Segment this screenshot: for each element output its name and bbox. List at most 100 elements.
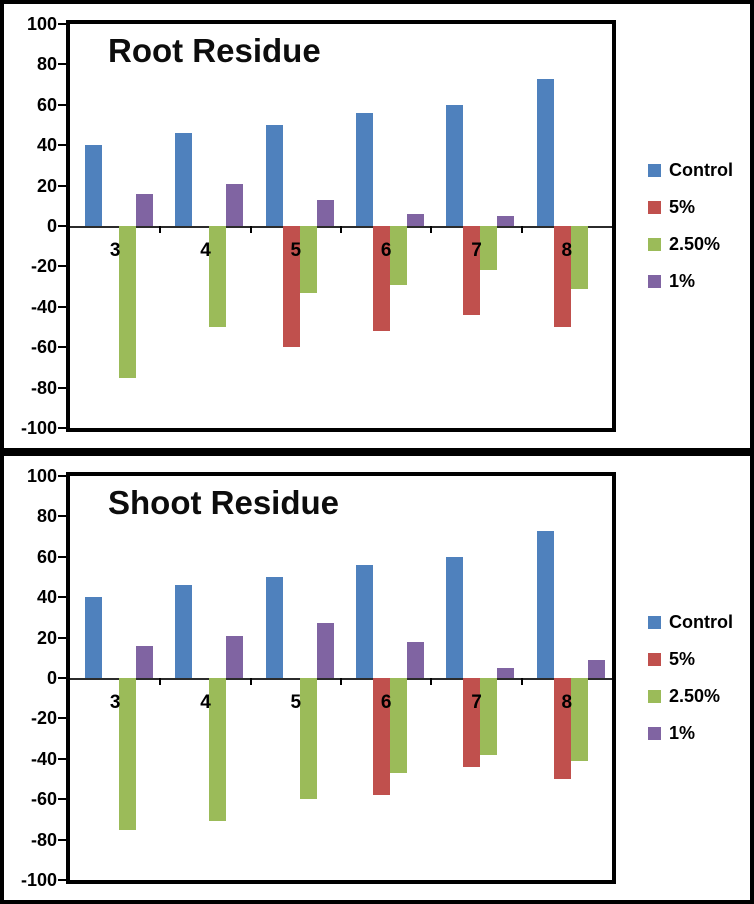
legend-item-5pct: 5%: [648, 196, 733, 218]
bar-1%-cat8: [587, 659, 605, 678]
legend-label: 1%: [669, 270, 696, 291]
legend-item-control: Control: [648, 159, 733, 181]
y-tick-mark: [58, 515, 66, 518]
bar-2.50%-cat8: [570, 226, 588, 289]
bar-2.50%-cat8: [570, 678, 588, 761]
y-tick-label: 0: [46, 216, 57, 236]
category-slot-6: 6: [341, 24, 433, 428]
y-tick-label: -40: [30, 296, 57, 317]
bar-2.50%-cat3: [119, 226, 137, 378]
x-tick-mark: [159, 678, 162, 685]
y-tick-label: 20: [36, 175, 57, 196]
y-tick-mark: [58, 305, 66, 308]
x-tick-mark: [430, 226, 433, 233]
bar-1%-cat6: [407, 213, 425, 226]
bar-2.50%-cat4: [209, 678, 227, 822]
bar-5%-cat5: [282, 226, 300, 348]
bar-1%-cat6: [407, 641, 425, 678]
y-tick-label: -80: [30, 829, 57, 850]
y-tick-mark: [58, 717, 66, 720]
legend-swatch-control: [648, 615, 661, 629]
legend-swatch-1pct: [648, 726, 661, 740]
bar-5%-cat7: [463, 226, 481, 315]
x-tick-label: 7: [471, 692, 482, 713]
x-tick-label: 6: [380, 692, 392, 713]
legend-swatch-5pct: [648, 200, 661, 214]
y-tick-mark: [58, 879, 66, 881]
bar-1%-cat3: [136, 645, 154, 678]
bar-1%-cat4: [226, 635, 244, 678]
legend-item-2-50pct: 2.50%: [648, 685, 733, 707]
y-tick-label: 80: [36, 506, 57, 527]
legend-label: 1%: [669, 722, 696, 743]
bar-Control-cat8: [536, 78, 554, 226]
y-tick-mark: [58, 346, 66, 349]
x-tick-mark: [520, 226, 523, 233]
y-tick-label: 100: [26, 14, 57, 34]
bar-2.50%-cat5: [299, 226, 317, 293]
bar-Control-cat6: [356, 112, 374, 226]
plot-area: Root Residue 3 4 5 6 7 8: [66, 20, 616, 432]
bar-Control-cat4: [175, 133, 193, 226]
y-tick-mark: [58, 225, 66, 227]
x-tick-label: 5: [290, 692, 302, 713]
category-slots: 3 4 5 6 7 8: [70, 476, 612, 880]
y-tick-mark: [58, 23, 66, 25]
legend-label: 5%: [669, 196, 696, 217]
y-tick-label: -100: [20, 418, 57, 438]
y-tick-label: 40: [36, 587, 57, 608]
bar-1%-cat7: [497, 667, 515, 678]
y-tick-label: -60: [30, 789, 57, 810]
y-tick-label: 60: [36, 546, 57, 567]
bar-Control-cat5: [265, 125, 283, 226]
category-slot-8: 8: [522, 24, 612, 428]
legend-item-control: Control: [648, 611, 733, 633]
y-tick-label: 0: [46, 668, 57, 688]
y-tick-label: 40: [36, 135, 57, 156]
y-tick-mark: [58, 677, 66, 679]
y-tick-mark: [58, 144, 66, 147]
y-tick-label: 80: [36, 54, 57, 75]
legend-label: 5%: [669, 648, 696, 669]
bar-2.50%-cat5: [299, 678, 317, 800]
x-tick-label: 4: [200, 240, 211, 261]
y-tick-mark: [58, 555, 66, 558]
x-tick-label: 8: [561, 240, 573, 261]
y-tick-mark: [58, 798, 66, 801]
bar-2.50%-cat6: [390, 226, 408, 285]
category-slot-7: 7: [431, 476, 523, 880]
bar-Control-cat6: [356, 564, 374, 678]
bar-1%-cat4: [226, 183, 244, 226]
bar-Control-cat3: [85, 145, 103, 226]
x-tick-label: 3: [109, 692, 121, 713]
bar-5%-cat8: [553, 226, 571, 327]
y-tick-label: 20: [36, 627, 57, 648]
y-tick-mark: [58, 596, 66, 599]
x-tick-mark: [339, 226, 342, 233]
category-slot-3: 3: [70, 476, 162, 880]
plot-area: Shoot Residue 3 4 5 6 7 8: [66, 472, 616, 884]
y-tick-mark: [58, 475, 66, 477]
bar-2.50%-cat4: [209, 226, 227, 327]
bar-1%-cat5: [316, 199, 334, 226]
x-tick-mark: [159, 226, 162, 233]
x-tick-label: 8: [561, 692, 573, 713]
bar-2.50%-cat7: [480, 226, 498, 271]
x-tick-mark: [430, 678, 433, 685]
legend-swatch-1pct: [648, 274, 661, 288]
bar-1%-cat7: [497, 215, 515, 226]
x-tick-label: 7: [471, 240, 482, 261]
legend-item-5pct: 5%: [648, 648, 733, 670]
legend-swatch-2-50pct: [648, 237, 661, 251]
y-tick-mark: [58, 757, 66, 760]
category-slot-4: 4: [160, 476, 252, 880]
y-tick-label: 60: [36, 94, 57, 115]
x-tick-mark: [249, 678, 252, 685]
y-tick-label: -20: [30, 708, 57, 729]
bar-5%-cat7: [463, 678, 481, 767]
y-tick-label: -20: [30, 256, 57, 277]
bar-5%-cat6: [373, 678, 391, 796]
category-slot-8: 8: [522, 476, 612, 880]
category-slot-5: 5: [251, 476, 342, 880]
category-slots: 3 4 5 6 7 8: [70, 24, 612, 428]
